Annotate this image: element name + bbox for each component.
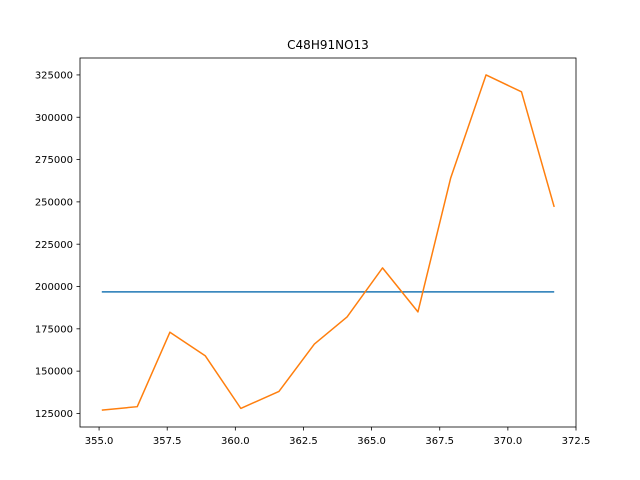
- y-tick-label: 125000: [35, 409, 73, 420]
- axes-frame: [79, 57, 577, 428]
- chart-title: C48H91NO13: [287, 38, 369, 52]
- x-tick-label: 367.5: [425, 436, 454, 447]
- y-tick-label: 275000: [35, 155, 73, 166]
- y-tick-label: 175000: [35, 324, 73, 335]
- y-tick-label: 200000: [35, 282, 73, 293]
- y-tick-label: 150000: [35, 367, 73, 378]
- x-tick-label: 365.0: [357, 436, 386, 447]
- x-tick-label: 362.5: [289, 436, 318, 447]
- y-tick-label: 325000: [35, 71, 73, 82]
- series-layer: [101, 74, 555, 411]
- x-tick-label: 355.0: [85, 436, 114, 447]
- y-tick-label: 225000: [35, 240, 73, 251]
- axes-layer: 355.0 357.5 360.0 362.5 365.0 367.5 370.0 372.5…: [35, 57, 591, 447]
- x-tick-label: 357.5: [153, 436, 182, 447]
- y-tick-label: 250000: [35, 197, 73, 208]
- y-tick-label: 300000: [35, 113, 73, 124]
- series-line-2: [101, 74, 555, 411]
- x-tick-label: 370.0: [494, 436, 523, 447]
- x-tick-label: 372.5: [562, 436, 591, 447]
- x-tick-label: 360.0: [221, 436, 250, 447]
